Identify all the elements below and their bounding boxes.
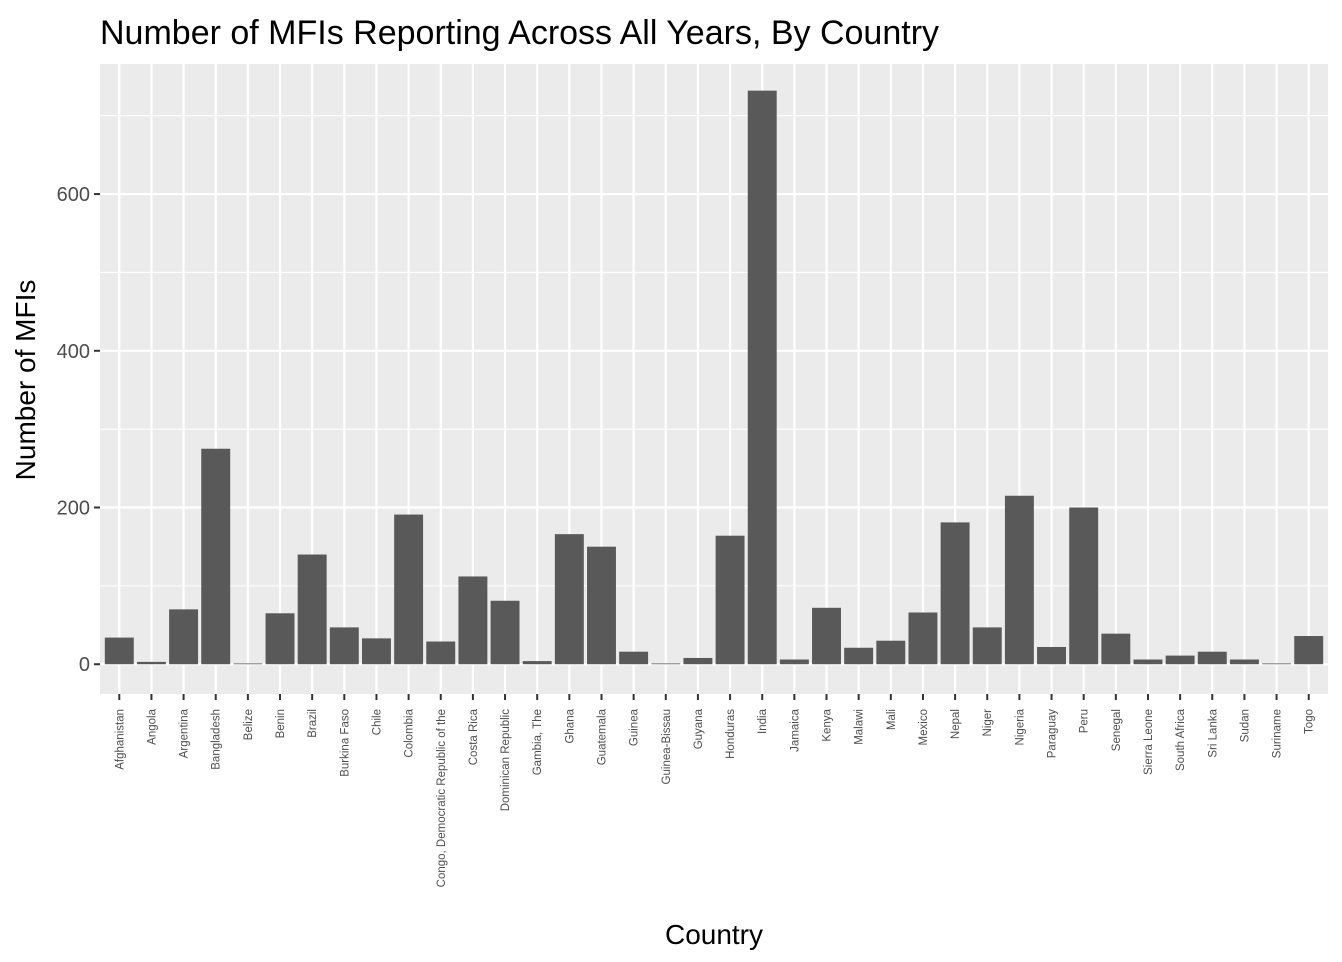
x-tick-label: Gambia, The xyxy=(532,709,544,775)
x-tick-label: Nigeria xyxy=(1014,708,1026,745)
bar-malawi xyxy=(844,647,874,665)
bar-brazil xyxy=(297,554,327,665)
x-tick-label: Suriname xyxy=(1272,709,1284,758)
x-tick-label: Senegal xyxy=(1111,709,1123,751)
x-tick-label: Belize xyxy=(243,709,255,740)
x-tick-label: Ghana xyxy=(564,708,576,743)
bar-dominican-republic xyxy=(490,600,520,665)
x-tick-label: Dominican Republic xyxy=(500,709,512,812)
bar-paraguay xyxy=(1037,646,1067,665)
bar-ghana xyxy=(554,534,584,665)
bar-kenya xyxy=(812,607,841,665)
bar-mexico xyxy=(908,612,938,665)
bar-afghanistan xyxy=(104,637,134,665)
x-tick-label: Costa Rica xyxy=(468,708,480,765)
x-tick-label: Honduras xyxy=(725,709,737,759)
x-tick-label: Kenya xyxy=(822,708,834,741)
x-tick-label: Colombia xyxy=(404,708,416,757)
bar-nepal xyxy=(940,522,970,665)
y-tick-label: 400 xyxy=(57,341,90,363)
y-axis-title: Number of MFIs xyxy=(10,280,41,481)
x-tick-label: Sri Lanka xyxy=(1207,708,1219,757)
bar-guatemala xyxy=(587,546,616,665)
bar-burkina-faso xyxy=(329,627,359,665)
y-axis: 0 200 400 600 xyxy=(57,184,100,676)
bar-angola xyxy=(136,661,166,665)
bar-nigeria xyxy=(1004,495,1034,665)
x-tick-label: Argentina xyxy=(179,708,191,758)
x-tick-label: Jamaica xyxy=(789,708,801,751)
x-axis: Afghanistan Angola Argentina Bangladesh Beli… xyxy=(114,694,1316,887)
bar-belize xyxy=(233,663,263,665)
bar-sudan xyxy=(1229,659,1259,665)
x-tick-label: Bangladesh xyxy=(211,709,223,770)
bar-sri-lanka xyxy=(1197,651,1227,665)
bar-guinea xyxy=(619,651,649,665)
bars xyxy=(104,90,1324,665)
x-tick-label: Burkina Faso xyxy=(339,709,351,777)
x-tick-label: Congo, Democratic Republic of the xyxy=(436,709,448,887)
bar-argentina xyxy=(169,609,199,665)
bar-benin xyxy=(265,613,295,665)
x-tick-label: South Africa xyxy=(1175,708,1187,771)
bar-sierra-leone xyxy=(1133,659,1163,665)
x-tick-label: Niger xyxy=(982,709,994,737)
bar-senegal xyxy=(1101,633,1131,665)
bar-india xyxy=(747,90,777,665)
bar-mali xyxy=(876,640,906,665)
bar-south-africa xyxy=(1165,655,1195,665)
y-tick-label: 600 xyxy=(57,184,90,206)
x-tick-label: Nepal xyxy=(950,709,962,739)
bar-chile xyxy=(361,638,391,665)
x-tick-label: Chile xyxy=(371,709,383,735)
x-tick-label: Peru xyxy=(1079,709,1091,733)
bar-suriname xyxy=(1262,663,1292,665)
plot-panel xyxy=(100,64,1328,694)
x-tick-label: Guyana xyxy=(693,708,705,749)
x-tick-label: Brazil xyxy=(307,709,319,738)
x-axis-title: Country xyxy=(665,919,763,950)
bar-honduras xyxy=(715,535,745,665)
bar-guyana xyxy=(683,657,713,665)
x-tick-label: Angola xyxy=(146,708,158,744)
y-tick-label: 0 xyxy=(79,654,90,676)
x-tick-label: Guinea xyxy=(629,708,641,746)
x-tick-label: Paraguay xyxy=(1047,709,1059,758)
bar-togo xyxy=(1294,636,1324,665)
bar-jamaica xyxy=(779,659,809,665)
bar-gambia-the xyxy=(522,661,552,665)
x-tick-label: India xyxy=(757,708,769,734)
bar-guinea-bissau xyxy=(651,663,681,665)
bar-peru xyxy=(1069,507,1099,665)
x-tick-label: Togo xyxy=(1304,709,1316,734)
bar-niger xyxy=(972,627,1002,665)
x-tick-label: Sudan xyxy=(1239,709,1251,742)
x-tick-label: Mali xyxy=(886,709,898,730)
x-tick-label: Sierra Leone xyxy=(1143,709,1155,775)
bar-colombia xyxy=(394,514,424,665)
x-tick-label: Benin xyxy=(275,709,287,738)
bar-costa-rica xyxy=(458,576,488,665)
x-tick-label: Mexico xyxy=(918,709,930,745)
bar-bangladesh xyxy=(201,448,231,665)
bar-congo-democratic-republic-of-the xyxy=(426,641,456,665)
x-tick-label: Guinea-Bissau xyxy=(661,709,673,784)
x-tick-label: Afghanistan xyxy=(114,709,126,770)
x-tick-label: Guatemala xyxy=(596,708,608,765)
y-tick-label: 200 xyxy=(57,498,90,520)
chart-title: Number of MFIs Reporting Across All Year… xyxy=(100,14,939,52)
x-tick-label: Malawi xyxy=(854,709,866,745)
